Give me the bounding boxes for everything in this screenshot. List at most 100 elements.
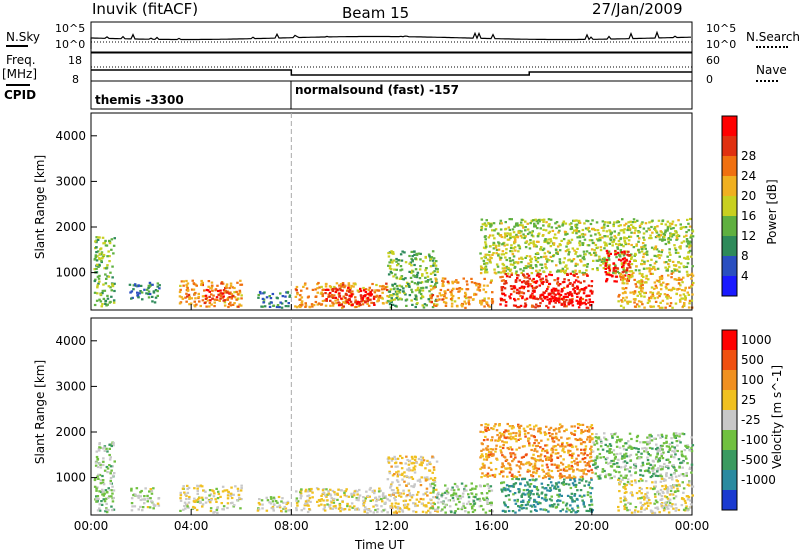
data-cell bbox=[614, 455, 617, 458]
data-cell bbox=[663, 505, 666, 508]
data-cell bbox=[401, 509, 404, 512]
data-cell bbox=[504, 256, 507, 259]
data-cell bbox=[429, 485, 432, 488]
data-cell bbox=[511, 425, 514, 428]
data-cell bbox=[286, 291, 289, 294]
data-cell bbox=[584, 303, 588, 306]
data-cell bbox=[628, 266, 632, 269]
data-cell bbox=[683, 499, 687, 502]
data-cell bbox=[545, 280, 549, 283]
data-cell bbox=[144, 487, 147, 490]
data-cell bbox=[148, 281, 152, 284]
data-cell bbox=[483, 223, 487, 226]
data-cell bbox=[685, 238, 689, 241]
data-cell bbox=[547, 238, 550, 241]
data-cell bbox=[528, 442, 531, 445]
data-cell bbox=[672, 486, 675, 489]
data-cell bbox=[346, 301, 350, 304]
data-cell bbox=[504, 487, 507, 490]
data-cell bbox=[533, 436, 536, 439]
data-cell bbox=[520, 456, 524, 459]
data-cell bbox=[200, 283, 203, 286]
data-cell bbox=[510, 448, 514, 451]
data-cell bbox=[619, 249, 623, 252]
data-cell bbox=[487, 450, 491, 453]
data-cell bbox=[594, 251, 597, 254]
data-cell bbox=[636, 280, 639, 283]
data-cell bbox=[482, 497, 485, 500]
data-cell bbox=[687, 251, 690, 254]
data-cell bbox=[515, 432, 518, 435]
data-cell bbox=[590, 478, 593, 481]
data-cell bbox=[354, 299, 357, 302]
data-cell bbox=[402, 492, 405, 495]
data-cell bbox=[690, 277, 693, 280]
data-cell bbox=[186, 282, 190, 285]
data-cell bbox=[112, 244, 116, 247]
data-cell bbox=[215, 508, 219, 512]
data-cell bbox=[590, 280, 594, 283]
data-cell bbox=[613, 457, 617, 460]
data-cell bbox=[599, 239, 602, 242]
data-cell bbox=[538, 219, 541, 222]
data-cell bbox=[488, 254, 491, 257]
data-cell bbox=[690, 436, 693, 439]
data-cell bbox=[106, 294, 109, 297]
data-cell bbox=[487, 304, 490, 307]
data-cell bbox=[603, 260, 606, 263]
data-cell bbox=[561, 222, 565, 225]
data-cell bbox=[551, 440, 555, 443]
data-cell bbox=[684, 501, 687, 505]
data-cell bbox=[108, 255, 111, 258]
data-cell bbox=[664, 479, 667, 482]
data-cell bbox=[110, 469, 113, 472]
data-cell bbox=[96, 284, 99, 287]
data-cell bbox=[583, 441, 587, 444]
data-cell bbox=[676, 269, 679, 272]
data-cell bbox=[578, 269, 581, 273]
data-cell bbox=[684, 298, 687, 301]
data-cell bbox=[535, 469, 539, 472]
data-cell bbox=[559, 468, 562, 471]
data-cell bbox=[534, 508, 537, 512]
data-cell bbox=[364, 497, 367, 500]
data-cell bbox=[529, 283, 532, 286]
data-cell bbox=[316, 500, 319, 503]
data-cell bbox=[389, 258, 393, 261]
data-cell bbox=[103, 289, 107, 292]
data-cell bbox=[480, 453, 484, 456]
data-cell bbox=[554, 452, 558, 455]
data-cell bbox=[499, 222, 502, 225]
data-cell bbox=[431, 294, 435, 297]
data-cell bbox=[220, 281, 224, 284]
data-cell bbox=[509, 293, 513, 296]
data-cell bbox=[139, 491, 142, 494]
data-cell bbox=[105, 511, 109, 514]
data-cell bbox=[106, 275, 109, 278]
data-cell bbox=[658, 278, 662, 281]
data-cell bbox=[376, 510, 379, 514]
noise-right-top: 10^5 bbox=[706, 22, 737, 35]
data-cell bbox=[342, 301, 345, 304]
data-cell bbox=[667, 274, 670, 277]
data-cell bbox=[609, 274, 612, 277]
data-cell bbox=[660, 277, 664, 280]
data-cell bbox=[682, 265, 686, 268]
data-cell bbox=[656, 267, 660, 270]
data-cell bbox=[450, 294, 453, 297]
data-cell bbox=[503, 287, 507, 290]
data-cell bbox=[432, 257, 436, 260]
data-cell bbox=[559, 293, 563, 297]
data-cell bbox=[674, 503, 677, 506]
data-cell bbox=[447, 282, 450, 285]
data-cell bbox=[575, 438, 579, 442]
data-cell bbox=[222, 299, 225, 302]
data-cell bbox=[644, 441, 647, 444]
data-cell bbox=[537, 257, 540, 260]
data-cell bbox=[395, 284, 399, 288]
data-cell bbox=[622, 445, 625, 448]
data-cell bbox=[685, 265, 689, 268]
data-cell bbox=[299, 489, 303, 492]
data-cell bbox=[354, 296, 357, 299]
data-cell bbox=[633, 466, 636, 469]
